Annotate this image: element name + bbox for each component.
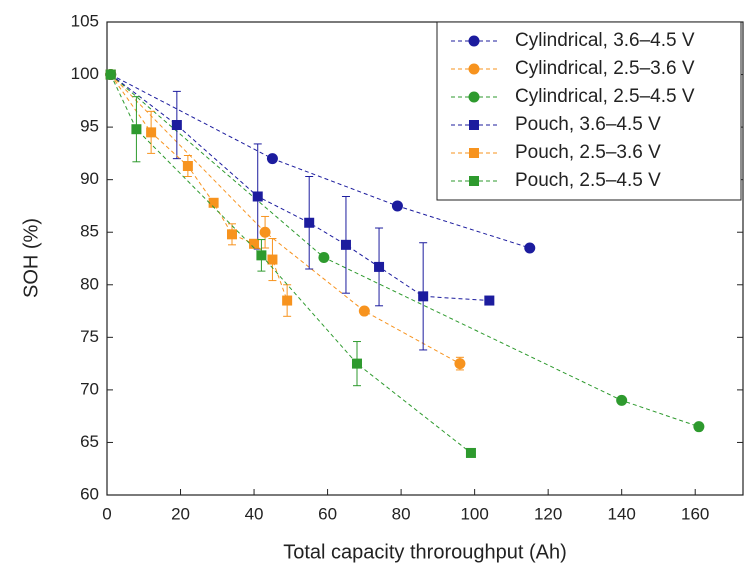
y-tick-label: 95 xyxy=(80,117,99,136)
marker xyxy=(469,120,479,130)
marker xyxy=(267,254,278,265)
legend-label: Pouch, 2.5–3.6 V xyxy=(515,142,661,163)
x-tick-label: 80 xyxy=(392,504,411,523)
y-tick-label: 65 xyxy=(80,432,99,451)
marker xyxy=(524,242,536,254)
y-tick-label: 70 xyxy=(80,379,99,398)
marker xyxy=(259,226,271,238)
marker xyxy=(318,251,330,263)
x-tick-label: 40 xyxy=(245,504,264,523)
x-tick-label: 160 xyxy=(681,504,709,523)
series-line xyxy=(110,74,472,454)
marker xyxy=(469,148,479,158)
marker xyxy=(266,153,278,165)
y-tick-label: 85 xyxy=(80,222,99,241)
x-tick-label: 140 xyxy=(607,504,635,523)
marker xyxy=(171,120,182,131)
marker xyxy=(616,394,628,406)
marker xyxy=(146,127,157,138)
legend-box xyxy=(436,21,742,201)
legend-label: Pouch, 3.6–4.5 V xyxy=(515,114,661,135)
y-tick-label: 75 xyxy=(80,327,99,346)
series-line xyxy=(110,74,490,302)
x-tick-label: 100 xyxy=(460,504,488,523)
x-tick-label: 20 xyxy=(171,504,190,523)
series-line xyxy=(110,74,530,249)
marker xyxy=(182,161,193,172)
marker xyxy=(454,358,466,370)
series-line xyxy=(110,74,461,365)
marker xyxy=(468,35,480,47)
y-tick-label: 60 xyxy=(80,484,99,503)
legend-label: Cylindrical, 2.5–3.6 V xyxy=(515,58,695,79)
marker xyxy=(391,200,403,212)
marker xyxy=(252,191,263,202)
y-tick-label: 90 xyxy=(80,169,99,188)
marker xyxy=(105,69,116,80)
marker xyxy=(208,197,219,208)
marker xyxy=(282,295,293,306)
legend-label: Cylindrical, 2.5–4.5 V xyxy=(515,86,695,107)
x-tick-label: 0 xyxy=(102,504,111,523)
x-tick-label: 120 xyxy=(534,504,562,523)
y-tick-label: 80 xyxy=(80,274,99,293)
marker xyxy=(469,176,479,186)
marker xyxy=(249,238,260,249)
y-tick-label: 105 xyxy=(71,11,99,30)
legend-label: Pouch, 2.5–4.5 V xyxy=(515,170,661,191)
marker xyxy=(358,305,370,317)
marker xyxy=(131,124,142,135)
x-axis-label: Total capacity throroughput (Ah) xyxy=(283,541,567,563)
marker xyxy=(693,421,705,433)
plot-frame xyxy=(106,21,744,496)
series-line xyxy=(110,74,700,428)
legend-label: Cylindrical, 3.6–4.5 V xyxy=(515,30,695,51)
series-line xyxy=(110,74,288,301)
x-tick-label: 60 xyxy=(318,504,337,523)
marker xyxy=(351,358,362,369)
y-axis-label: SOH (%) xyxy=(20,218,42,298)
marker xyxy=(374,261,385,272)
marker xyxy=(226,229,237,240)
marker xyxy=(484,295,495,306)
marker xyxy=(468,91,480,103)
marker xyxy=(465,447,476,458)
y-tick-label: 100 xyxy=(71,64,99,83)
marker xyxy=(304,217,315,228)
marker xyxy=(468,63,480,75)
marker xyxy=(340,239,351,250)
marker xyxy=(418,291,429,302)
marker xyxy=(256,250,267,261)
